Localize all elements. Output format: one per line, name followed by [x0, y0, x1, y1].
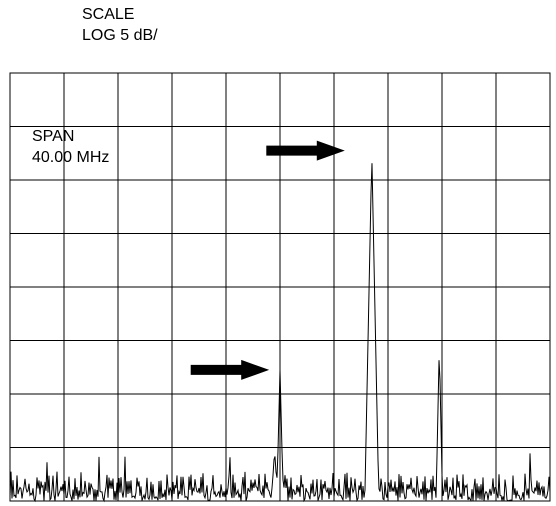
- marker-arrow: [266, 140, 345, 161]
- spectrum-trace: [9, 163, 551, 503]
- span-readout: SPAN 40.00 MHz: [32, 126, 109, 168]
- grid: [10, 73, 550, 501]
- scale-title: SCALE: [82, 6, 135, 23]
- scale-value: LOG 5 dB/: [82, 27, 158, 44]
- arrow-layer: [190, 140, 345, 380]
- span-title: SPAN: [32, 128, 75, 145]
- span-value: 40.00 MHz: [32, 149, 110, 166]
- scale-readout: SCALE LOG 5 dB/: [82, 4, 158, 46]
- marker-arrow: [190, 359, 270, 380]
